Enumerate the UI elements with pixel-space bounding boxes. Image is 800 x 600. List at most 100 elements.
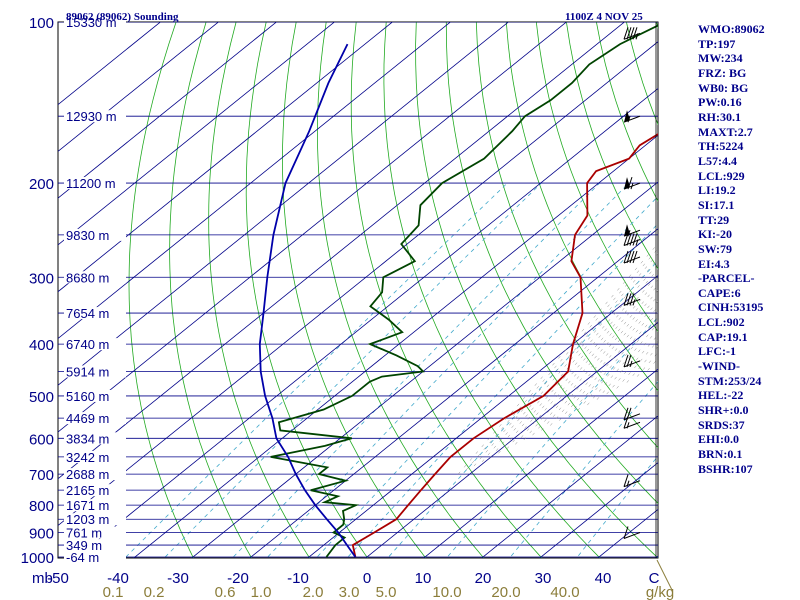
dry-adiabat — [383, 22, 601, 558]
dry-adiabat — [350, 22, 543, 558]
height-label: 7654 m — [66, 306, 109, 321]
wind-barb — [623, 474, 641, 488]
index-line: MW:234 — [698, 51, 743, 66]
wind-barb — [623, 250, 641, 264]
height-label: 5914 m — [66, 364, 109, 379]
height-label-bg — [64, 110, 126, 123]
temperature-tick-label: 30 — [535, 570, 552, 587]
dry-adiabat — [535, 22, 658, 333]
index-line: EHI:0.0 — [698, 432, 740, 447]
index-line: WMO:89062 — [698, 22, 765, 36]
wind-barb — [623, 224, 641, 237]
index-line: TP:197 — [698, 36, 736, 51]
height-label-bg — [64, 468, 126, 481]
height-label: 1203 m — [66, 512, 109, 527]
height-label: 8680 m — [66, 270, 109, 285]
isotherm — [58, 22, 162, 106]
temperature-tick-label: C — [649, 570, 660, 587]
index-line: WB0: BG — [698, 80, 749, 95]
index-line: CAP:19.1 — [698, 329, 748, 344]
isotherm — [58, 22, 568, 433]
wind-barb — [623, 27, 641, 40]
height-label: 2165 m — [66, 483, 109, 498]
index-line: TT:29 — [698, 212, 730, 227]
dewpoint-line — [270, 24, 658, 558]
sounding-time: 1100Z 4 NOV 25 — [565, 11, 643, 23]
isotherm — [307, 275, 658, 558]
dry-adiabat — [169, 22, 253, 558]
height-label: 9830 m — [66, 228, 109, 243]
dry-adiabat — [505, 22, 658, 392]
index-line: RH:30.1 — [698, 109, 741, 124]
dry-adiabat — [445, 22, 658, 504]
pressure-unit-label: mb — [32, 570, 53, 587]
shading-line — [465, 248, 658, 471]
mixing-ratio-line — [509, 380, 658, 558]
isotherm — [481, 415, 658, 558]
temperature-line — [351, 133, 658, 558]
index-line: BSHR:107 — [698, 461, 753, 476]
mixing-ratio-line — [231, 182, 600, 558]
temperature-tick-label: -40 — [107, 570, 129, 587]
height-label-bg — [64, 389, 126, 402]
height-label: 349 m — [66, 538, 102, 553]
wind-barb — [623, 293, 641, 306]
temperature-tick-label: 40 — [595, 570, 612, 587]
mixing-ratio-tick-label: g/kg — [646, 584, 674, 600]
isotherm — [539, 462, 658, 558]
isotherm — [58, 22, 452, 339]
height-label-bg — [64, 526, 126, 539]
height-label: 3242 m — [66, 450, 109, 465]
mixing-ratio-tick-label: 20.0 — [491, 584, 520, 600]
height-label: 3834 m — [66, 431, 109, 446]
pressure-tick-label: 1000 — [21, 550, 54, 567]
wind-barb — [623, 526, 641, 539]
mixing-ratio-tick-label: 40.0 — [550, 584, 579, 600]
pressure-tick-label: 400 — [29, 337, 54, 354]
height-label: 2688 m — [66, 467, 109, 482]
index-line: TH:5224 — [698, 139, 744, 154]
station-title: 89062 (89062) Sounding — [66, 11, 179, 23]
parcel-line — [258, 43, 357, 558]
mixing-ratio-tick-label: 0.1 — [103, 584, 124, 600]
isotherm — [191, 181, 658, 558]
index-line: SHR+:0.0 — [698, 403, 749, 418]
shading-line — [515, 279, 658, 445]
index-line: -PARCEL- — [698, 271, 755, 286]
height-label: -64 m — [66, 550, 99, 565]
temperature-tick-label: 0 — [363, 570, 371, 587]
temperature-tick-label: 20 — [475, 570, 492, 587]
dry-adiabat — [208, 22, 311, 558]
dry-adiabat — [316, 22, 485, 558]
isotherm — [58, 22, 394, 293]
height-label: 15330 m — [66, 15, 117, 30]
mixing-ratio-tick-label: 0.6 — [215, 584, 236, 600]
shading-line — [473, 253, 658, 467]
mixing-ratio-tick-label: 2.0 — [303, 584, 324, 600]
isotherm — [75, 87, 658, 558]
isotherm — [133, 134, 658, 558]
index-line: L57:4.4 — [698, 153, 737, 168]
height-label-bg — [64, 228, 126, 241]
isotherm — [58, 22, 336, 246]
temperature-tick-label: -10 — [287, 570, 309, 587]
isotherm — [423, 368, 658, 558]
index-line: EI:4.3 — [698, 256, 730, 271]
index-line: -WIND- — [698, 359, 740, 374]
index-line: BRN:0.1 — [698, 447, 743, 462]
index-line: CINH:53195 — [698, 300, 764, 315]
height-label-bg — [64, 432, 126, 445]
indices-panel: WMO:89062 TP:197 MW:234 FRZ: BG WB0: BG PW:0.… — [698, 22, 798, 476]
wind-barb — [623, 354, 641, 368]
mixing-ratio-tick-label: 5.0 — [376, 584, 397, 600]
height-label-bg — [64, 484, 126, 497]
isotherm — [58, 22, 626, 480]
mixing-ratio-line — [124, 182, 508, 558]
shading-line — [457, 243, 658, 475]
index-line: HEL:-22 — [698, 388, 744, 403]
mixing-ratio-tick-label: 3.0 — [339, 584, 360, 600]
index-line: MAXT:2.7 — [698, 124, 753, 139]
shading-line — [506, 274, 658, 450]
height-label-bg — [64, 16, 126, 28]
isotherm — [249, 228, 658, 558]
